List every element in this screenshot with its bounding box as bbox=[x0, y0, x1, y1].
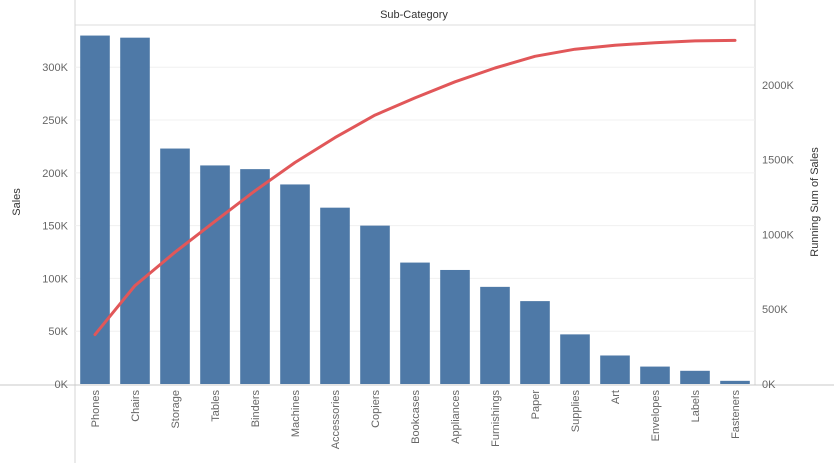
y-left-tick-label: 50K bbox=[48, 326, 68, 338]
x-tick-label: Copiers bbox=[370, 390, 382, 428]
y-right-tick-label: 2000K bbox=[762, 80, 794, 92]
y-left-tick-label: 300K bbox=[42, 62, 68, 74]
bar bbox=[600, 355, 630, 384]
y-left-tick-label: 250K bbox=[42, 115, 68, 127]
y-axis-right-ticks: 0K 500K 1000K 1500K 2000K bbox=[762, 80, 794, 391]
x-tick-label: Bookcases bbox=[410, 390, 422, 444]
x-tick-label: Accessories bbox=[330, 390, 342, 450]
y-axis-right-title: Running Sum of Sales bbox=[809, 147, 821, 257]
bar bbox=[400, 262, 430, 384]
x-tick-label: Paper bbox=[530, 390, 542, 420]
y-right-tick-label: 1500K bbox=[762, 155, 794, 167]
bar bbox=[80, 35, 110, 384]
x-tick-label: Labels bbox=[690, 390, 702, 423]
column-header-title: Sub-Category bbox=[380, 9, 448, 21]
x-tick-label: Binders bbox=[250, 390, 262, 428]
x-tick-label: Supplies bbox=[570, 390, 582, 433]
bar bbox=[480, 286, 510, 384]
bar bbox=[720, 380, 750, 384]
x-tick-label: Furnishings bbox=[490, 390, 502, 447]
bar bbox=[160, 148, 190, 384]
running-sum-line-group bbox=[93, 38, 737, 337]
bar-series bbox=[80, 35, 750, 384]
y-axis-left-title: Sales bbox=[11, 188, 23, 216]
bar bbox=[640, 366, 670, 384]
x-tick-label: Chairs bbox=[130, 390, 142, 422]
bar bbox=[680, 370, 710, 384]
bar bbox=[200, 165, 230, 384]
bar bbox=[440, 269, 470, 384]
x-tick-label: Art bbox=[610, 390, 622, 404]
x-axis-labels: Phones Chairs Storage Tables Binders Machines… bbox=[90, 390, 742, 450]
x-tick-label: Appliances bbox=[450, 390, 462, 444]
bar bbox=[280, 184, 310, 384]
y-right-tick-label: 500K bbox=[762, 304, 788, 316]
bar bbox=[360, 225, 390, 384]
y-left-tick-label: 200K bbox=[42, 168, 68, 180]
bar bbox=[520, 301, 550, 384]
y-left-tick-label: 150K bbox=[42, 221, 68, 233]
x-tick-label: Tables bbox=[210, 390, 222, 422]
bar bbox=[320, 207, 350, 384]
x-tick-label: Phones bbox=[90, 390, 102, 428]
x-tick-label: Machines bbox=[290, 390, 302, 438]
bar bbox=[560, 334, 590, 384]
bar bbox=[240, 169, 270, 384]
bar bbox=[120, 37, 150, 384]
y-right-tick-label: 1000K bbox=[762, 229, 794, 241]
x-tick-label: Storage bbox=[170, 390, 182, 429]
x-tick-label: Envelopes bbox=[650, 390, 662, 442]
x-tick-label: Fasteners bbox=[730, 390, 742, 439]
y-left-tick-label: 100K bbox=[42, 273, 68, 285]
running-sum-line bbox=[93, 38, 737, 337]
y-left-tick-label: 0K bbox=[55, 379, 69, 391]
y-axis-left-ticks: 0K 50K 100K 150K 200K 250K 300K bbox=[42, 62, 68, 391]
y-right-tick-label: 0K bbox=[762, 379, 776, 391]
